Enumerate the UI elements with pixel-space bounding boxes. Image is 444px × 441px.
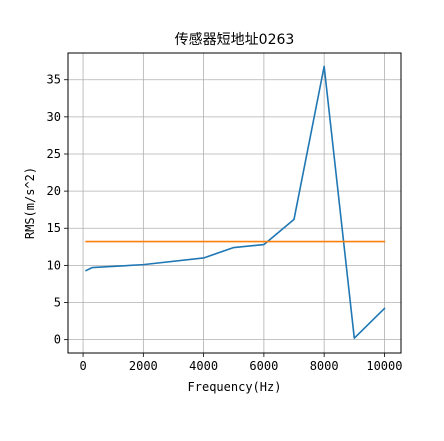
x-tick-label: 0 <box>79 359 86 373</box>
grid <box>68 53 401 353</box>
x-tick-label: 6000 <box>249 359 278 373</box>
x-tick-label: 4000 <box>189 359 218 373</box>
y-tick-label: 35 <box>47 73 61 87</box>
plot-frame <box>67 52 402 354</box>
y-tick-label: 25 <box>47 147 61 161</box>
x-axis-ticks: 0 2000 4000 6000 8000 10000 <box>79 353 402 373</box>
x-axis-label: Frequency(Hz) <box>188 380 282 394</box>
chart-title: 传感器短地址0263 <box>175 31 295 48</box>
x-tick-label: 8000 <box>310 359 339 373</box>
y-tick-label: 15 <box>47 221 61 235</box>
y-tick-label: 20 <box>47 184 61 198</box>
y-axis-ticks: 0 5 10 15 20 25 30 35 <box>47 73 68 347</box>
x-tick-label: 10000 <box>366 359 402 373</box>
y-tick-label: 30 <box>47 110 61 124</box>
series-layer <box>85 65 386 339</box>
y-tick-label: 10 <box>47 258 61 272</box>
x-tick-label: 2000 <box>129 359 158 373</box>
y-tick-label: 5 <box>54 296 61 310</box>
y-tick-label: 0 <box>54 333 61 347</box>
series-line-0 <box>85 65 386 339</box>
y-axis-label: RMS(m/s^2) <box>23 167 37 239</box>
